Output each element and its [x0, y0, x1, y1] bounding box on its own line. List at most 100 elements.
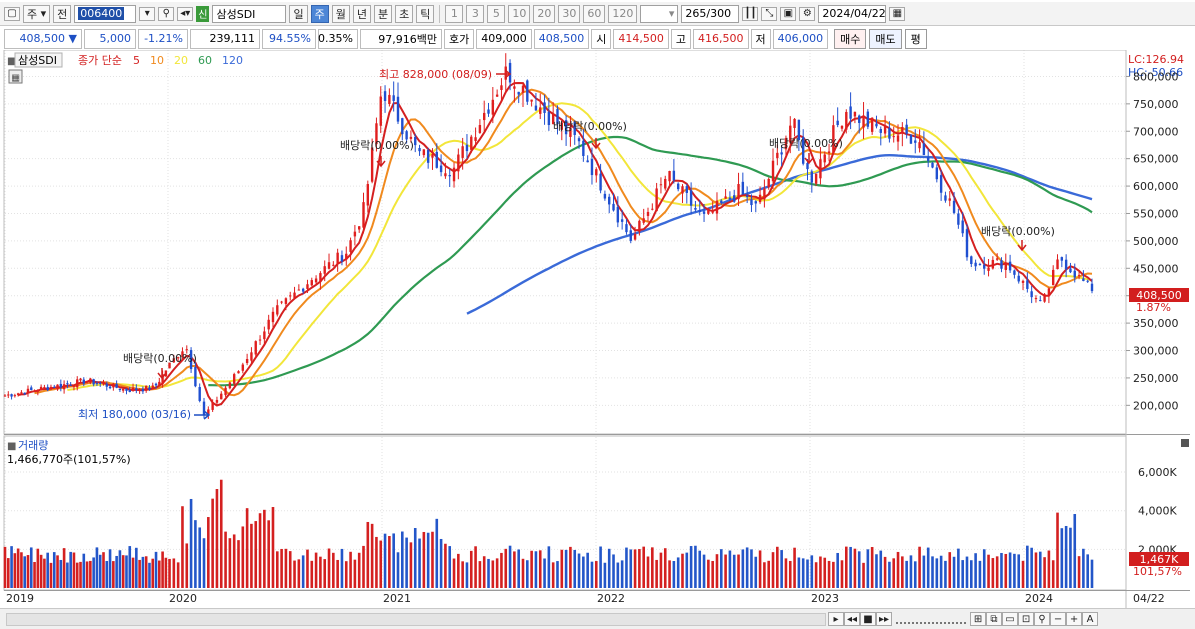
calendar-icon[interactable]: ▦ — [889, 6, 906, 21]
volume-bar — [771, 552, 775, 588]
layout-icon-4[interactable]: ⊡ — [1018, 612, 1034, 626]
candle-body — [353, 231, 357, 237]
range-30[interactable]: 30 — [558, 4, 581, 23]
prev-button[interactable]: 전 — [53, 4, 72, 23]
save-icon[interactable]: ▣ — [780, 6, 797, 21]
candle-body — [39, 386, 43, 391]
date-input[interactable]: 2024/04/22 — [818, 4, 887, 23]
stock-chart[interactable]: ■ 삼성SDI 종가 단순 5 10 20 60 120 ▦ LC:126.94 HC:… — [0, 50, 1195, 608]
candle-body — [651, 208, 654, 210]
candle-body — [625, 224, 628, 233]
volume-bar — [788, 560, 792, 588]
volume-bar — [207, 517, 210, 588]
candle-body — [1013, 270, 1016, 275]
period-year[interactable]: 년 — [352, 4, 371, 23]
volume-bar — [418, 538, 421, 588]
volume-bar — [836, 552, 839, 588]
candle-body — [858, 115, 861, 123]
period-month[interactable]: 월 — [331, 4, 350, 23]
zoom-in-icon[interactable]: + — [1066, 612, 1082, 626]
period-day[interactable]: 일 — [289, 4, 308, 23]
period-second[interactable]: 초 — [395, 4, 414, 23]
volume-bar — [379, 540, 383, 588]
volume-bar — [694, 545, 697, 588]
buy-button[interactable]: 매수 — [834, 28, 867, 49]
candle-body — [128, 390, 131, 392]
candle-body — [823, 154, 826, 163]
rewind-icon[interactable]: ◂◂ — [844, 612, 860, 626]
volume-bar — [39, 554, 43, 588]
candle-body — [491, 99, 495, 115]
draw-tool-icon[interactable]: ⤡ — [761, 6, 778, 21]
speaker-icon[interactable]: ◂▾ — [177, 6, 194, 21]
range-60[interactable]: 60 — [583, 4, 606, 23]
custom-range-select[interactable]: ▾ — [640, 4, 679, 23]
forward-icon[interactable]: ▸▸ — [876, 612, 892, 626]
range-20[interactable]: 20 — [533, 4, 556, 23]
volume-bar — [388, 536, 391, 588]
dropdown-icon[interactable]: ▾ — [139, 6, 156, 21]
volume-bar — [154, 551, 158, 588]
volume-bar — [719, 549, 723, 588]
volume-bar — [349, 551, 352, 588]
candle-body — [888, 127, 891, 139]
volume-bar — [1043, 557, 1046, 588]
layout-icon-3[interactable]: ▭ — [1002, 612, 1018, 626]
volume-bar — [194, 520, 197, 588]
period-minute[interactable]: 분 — [373, 4, 393, 23]
candle-body — [319, 273, 322, 283]
sell-button[interactable]: 매도 — [869, 28, 902, 49]
stop-icon[interactable]: ■ — [860, 612, 876, 626]
volume-current-tag — [1129, 552, 1189, 566]
range-5[interactable]: 5 — [487, 4, 506, 23]
x-end-label: 04/22 — [1133, 592, 1165, 605]
candle-body — [23, 392, 26, 395]
volume-bar — [46, 552, 49, 588]
candle-body — [603, 193, 607, 199]
layout-icon-2[interactable]: ⧉ — [986, 612, 1002, 626]
volume-bar — [306, 549, 309, 588]
candle-body — [513, 86, 516, 89]
candle-body — [431, 154, 434, 158]
range-120[interactable]: 120 — [608, 4, 638, 23]
gear-icon[interactable]: ⚙ — [799, 6, 816, 21]
candle-body — [95, 383, 99, 385]
layout-icon-1[interactable]: ⊞ — [970, 612, 986, 626]
stock-name-chip[interactable] — [14, 52, 63, 68]
search-icon[interactable]: ⚲ — [158, 6, 175, 21]
zoom-search-icon[interactable]: ⚲ — [1034, 612, 1050, 626]
volume-bar — [707, 559, 710, 588]
scroll-right-icon[interactable]: ▸ — [828, 612, 844, 626]
candle-body — [914, 140, 917, 143]
volume-bar — [189, 498, 193, 588]
candle-body — [284, 298, 288, 304]
range-10[interactable]: 10 — [508, 4, 531, 23]
candle-body — [832, 125, 835, 154]
period-tick[interactable]: 틱 — [416, 4, 435, 23]
volume-bar — [426, 532, 430, 588]
close-panel-icon[interactable] — [1181, 439, 1189, 447]
range-1[interactable]: 1 — [445, 4, 464, 23]
count-input[interactable]: 265/300 — [681, 4, 740, 23]
zoom-out-icon[interactable]: − — [1050, 612, 1066, 626]
period-week[interactable]: 주 — [310, 4, 329, 23]
eval-button[interactable]: 평 — [904, 28, 927, 49]
window-icon[interactable]: ▢ — [4, 6, 20, 21]
horizontal-scrollbar[interactable] — [6, 612, 826, 626]
grid-toggle-icon[interactable] — [8, 69, 23, 84]
font-size-icon[interactable]: A — [1082, 612, 1098, 626]
market-select[interactable]: 주 ▾ — [23, 4, 51, 23]
volume-bar — [383, 533, 387, 588]
speed-slider[interactable] — [896, 614, 966, 624]
stock-name-field[interactable]: 삼성SDI — [212, 4, 287, 23]
volume-bar — [866, 549, 870, 588]
range-3[interactable]: 3 — [466, 4, 485, 23]
candle-icon[interactable]: ┃┃ — [742, 6, 759, 21]
candle-body — [99, 382, 102, 384]
candle-body — [131, 387, 135, 391]
candle-body — [207, 409, 210, 416]
volume-pct-text: 101,57% — [1133, 565, 1182, 578]
stock-code-input[interactable]: 006400 — [74, 4, 137, 23]
annotations: 최고 828,000 (08/09) 최저 180,000 (03/16) 배당락(… — [78, 68, 1055, 421]
candle-body — [26, 388, 30, 393]
